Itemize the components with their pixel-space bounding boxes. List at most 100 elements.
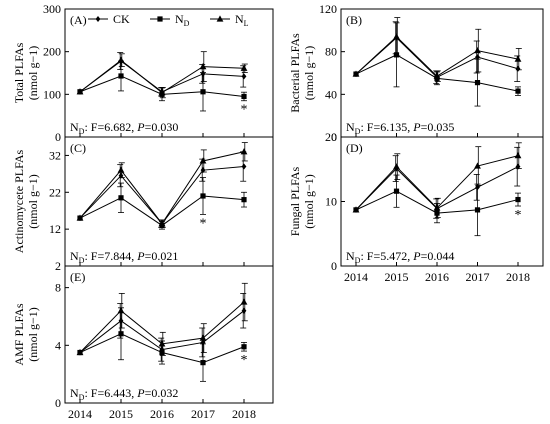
y-axis-label: AMF PLFAs	[12, 303, 26, 365]
y-tick-label: 32	[49, 148, 61, 162]
data-point	[474, 80, 481, 86]
data-point	[158, 89, 166, 96]
data-point	[200, 360, 206, 366]
significance-star: *	[241, 353, 248, 368]
legend-label: NL	[235, 12, 249, 28]
stat-annotation: ND: F=7.844, P=0.021	[70, 249, 178, 265]
x-tick-label: 2017	[191, 407, 215, 421]
legend-marker	[95, 16, 101, 22]
series-line	[79, 165, 245, 225]
series-nl	[76, 142, 248, 228]
series-nd	[77, 60, 247, 112]
data-point	[117, 307, 125, 314]
y-axis-label: Total PLFAs	[12, 42, 26, 103]
data-point	[199, 63, 207, 70]
x-tick-label: 2017	[466, 270, 490, 284]
y-tick-label: 22	[49, 185, 61, 199]
data-point	[240, 148, 248, 155]
data-point	[76, 348, 84, 356]
data-point	[352, 70, 360, 77]
panel-label: (E)	[70, 270, 85, 284]
data-point	[393, 33, 400, 40]
data-point	[515, 88, 521, 94]
data-point	[434, 210, 440, 216]
x-tick-label: 2015	[385, 270, 409, 284]
series-line	[355, 37, 519, 78]
y-tick-label: 10	[325, 195, 337, 209]
series-ck	[77, 151, 247, 228]
y-tick-label: 0	[55, 396, 61, 410]
significance-star: *	[200, 216, 207, 231]
data-point	[514, 55, 522, 62]
y-tick-label: 0	[55, 130, 61, 144]
y-tick-label: 0	[331, 259, 337, 273]
panel-b: 0 40 80 120 Bacterial PLFAs (nmol g−1) (B) ND: …	[288, 2, 544, 144]
significance-star: *	[515, 208, 522, 223]
series-nl	[76, 282, 248, 356]
series-nl	[76, 51, 248, 99]
y-axis-unit: (nmol g−1)	[302, 174, 316, 228]
y-axis-unit: (nmol g−1)	[302, 46, 316, 100]
legend-label: ND	[175, 12, 190, 28]
data-point	[393, 188, 400, 194]
panel-label: (D)	[346, 141, 363, 155]
data-point	[200, 89, 206, 95]
legend-item-nd: ND	[150, 12, 190, 28]
panel-d: 0 10 20 Fungal PLFAs (nmol g−1) (D) * ND: F=5.4…	[288, 130, 544, 284]
data-point	[514, 152, 522, 159]
x-tick-label: 2018	[232, 407, 256, 421]
y-axis-label: Fungal PLFAs	[288, 166, 302, 236]
data-point	[200, 193, 206, 199]
legend-label: CK	[113, 12, 130, 26]
panel-frame	[340, 136, 544, 267]
data-point	[475, 54, 480, 60]
y-tick-label: 20	[325, 130, 337, 144]
data-point	[241, 344, 247, 350]
data-point	[117, 166, 125, 173]
y-axis-unit: (nmol g−1)	[26, 307, 40, 361]
series-line	[355, 36, 519, 77]
legend: CK ND NL	[88, 12, 249, 28]
y-tick-label: 8	[55, 281, 61, 295]
data-point	[474, 207, 481, 213]
data-point	[241, 163, 247, 170]
data-point	[241, 307, 247, 314]
data-point	[241, 197, 247, 203]
panel-c: 12 22 32 Actinomycete PLFAs (nmol g−1) (C) * ND…	[12, 136, 274, 267]
data-point	[241, 93, 247, 100]
panel-label: (A)	[70, 13, 87, 27]
data-point	[117, 56, 125, 63]
data-point	[241, 73, 247, 80]
data-point	[474, 47, 481, 54]
x-tick-label: 2016	[425, 270, 449, 284]
data-point	[158, 220, 166, 227]
stat-annotation: ND: F=6.682, P=0.030	[70, 120, 178, 136]
data-point	[199, 334, 207, 341]
data-point	[393, 163, 400, 170]
data-point	[76, 214, 84, 221]
y-axis-label: Bacterial PLFAs	[288, 33, 302, 113]
data-point	[433, 204, 441, 211]
data-point	[393, 52, 400, 58]
data-point	[515, 196, 521, 203]
x-tick-label: 2018	[506, 270, 530, 284]
y-tick-label: 4	[55, 338, 61, 352]
panel-frame	[64, 8, 274, 138]
data-point	[433, 72, 441, 79]
data-point	[515, 65, 521, 72]
panel-e: 0 4 8 AMF PLFAs (nmol g−1) (E) * ND: F=6.443, P…	[12, 265, 274, 421]
y-tick-label: 0	[331, 130, 337, 144]
data-point	[159, 349, 165, 356]
legend-marker	[157, 16, 163, 22]
panel-label: (B)	[346, 13, 362, 27]
stat-annotation: ND: F=5.472, P=0.044	[346, 249, 454, 265]
data-point	[240, 298, 248, 305]
significance-star: *	[241, 103, 248, 118]
series-nl	[352, 142, 522, 219]
data-point	[515, 163, 521, 170]
panel-frame	[64, 265, 274, 404]
y-tick-label: 12	[49, 222, 61, 236]
stat-annotation: ND: F=6.443, P=0.032	[70, 386, 178, 402]
x-tick-label: 2014	[68, 407, 92, 421]
